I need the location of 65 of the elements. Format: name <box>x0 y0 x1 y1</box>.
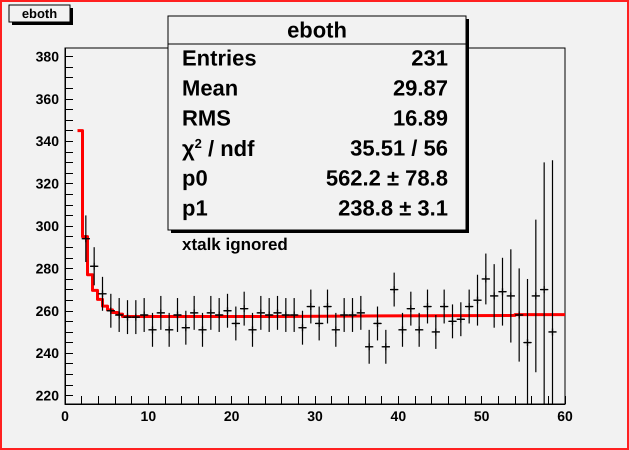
point <box>382 343 390 350</box>
annotation: xtalk ignored <box>182 235 288 254</box>
annotation: 238.8 ± 3.1 <box>338 196 448 220</box>
y-tick-label: 300 <box>36 218 60 234</box>
point <box>232 320 240 327</box>
point <box>316 320 323 327</box>
point <box>507 292 514 300</box>
y-tick-label: 220 <box>36 388 60 404</box>
point <box>416 326 423 334</box>
point <box>399 326 406 334</box>
point <box>90 262 98 270</box>
x-tick-label: 20 <box>224 408 240 424</box>
point <box>157 309 164 316</box>
point <box>532 292 540 300</box>
y-tick-label: 340 <box>36 133 60 150</box>
point <box>366 343 373 350</box>
point <box>482 275 490 282</box>
point <box>540 286 548 294</box>
point <box>332 326 340 334</box>
point <box>107 307 114 314</box>
y-tick-label: 380 <box>36 48 60 64</box>
point <box>490 292 498 300</box>
x-tick-label: 10 <box>140 408 156 424</box>
point <box>474 296 481 304</box>
point <box>307 303 314 310</box>
point <box>466 303 473 310</box>
annotation: 29.87 <box>392 76 448 100</box>
y-tick-label: 360 <box>36 90 60 107</box>
annotation: Entries <box>182 46 257 70</box>
point <box>190 309 198 316</box>
annotation: p0 <box>182 166 208 190</box>
point <box>249 326 256 334</box>
chart-title: eboth <box>22 6 58 21</box>
y-tick-label: 280 <box>36 260 60 276</box>
annotation: RMS <box>182 106 231 130</box>
point <box>224 307 231 314</box>
annotation: 231 <box>411 46 448 70</box>
x-tick-label: 0 <box>61 408 70 424</box>
point <box>240 305 248 312</box>
text: eboth <box>287 18 347 42</box>
point <box>432 328 440 336</box>
point <box>499 288 506 296</box>
point <box>182 324 190 332</box>
y-tick-label: 240 <box>36 345 60 362</box>
point <box>440 303 448 310</box>
annotation: Mean <box>182 76 238 100</box>
annotation: 35.51 / 56 <box>350 136 448 160</box>
x-tick-label: 60 <box>557 408 573 424</box>
y-tick-label: 260 <box>36 302 60 319</box>
point <box>166 326 173 334</box>
x-tick-label: 50 <box>474 408 490 424</box>
annotation: 562.2 ± 78.8 <box>326 166 448 190</box>
point <box>390 286 398 294</box>
point <box>82 235 90 242</box>
x-tick-label: 40 <box>390 408 406 424</box>
point <box>99 290 106 298</box>
point <box>299 324 306 332</box>
x-tick-label: 30 <box>307 408 323 424</box>
annotation: 16.89 <box>392 106 448 130</box>
annotation: p1 <box>182 196 208 220</box>
point <box>407 305 414 312</box>
y-tick-label: 320 <box>36 176 60 192</box>
point <box>516 312 523 318</box>
point <box>199 326 206 334</box>
point <box>149 326 156 334</box>
